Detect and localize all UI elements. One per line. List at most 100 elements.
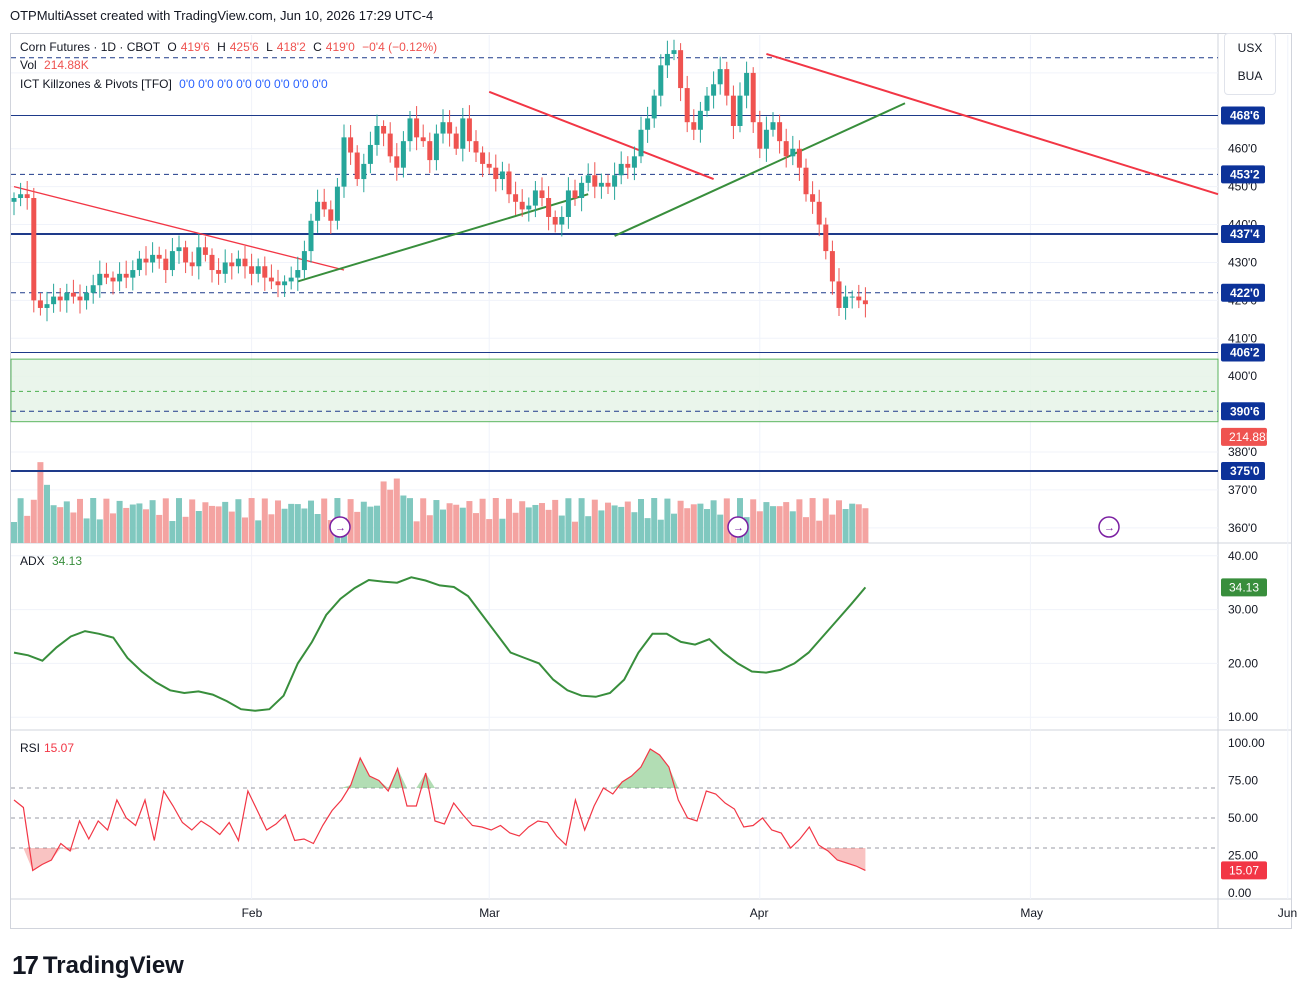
price-label: 406'2 (1230, 346, 1260, 360)
volume-bar (301, 508, 308, 543)
candle-body (262, 266, 268, 278)
legend-close-label: C (313, 40, 322, 54)
volume-bar (611, 505, 618, 543)
time-tick-label: Jun (1278, 906, 1297, 920)
event-marker-icon (329, 516, 351, 538)
legend-volume: Vol 214.88K (20, 58, 93, 72)
rsi-tick-label: 75.00 (1228, 774, 1258, 788)
candle-body (387, 133, 393, 157)
price-label-box (1221, 343, 1265, 362)
price-axis: 480'0460'0450'0440'0430'0420'0410'0400'0… (1221, 66, 1274, 535)
legend-indicator-name[interactable]: ICT Killzones & Pivots [TFO] (20, 77, 172, 91)
candle-body (532, 190, 538, 206)
candle-body (394, 156, 400, 168)
adx-tick-label: 30.00 (1228, 603, 1258, 617)
candle-body (658, 65, 664, 96)
currency-usx[interactable]: USX (1237, 41, 1263, 55)
candle-body (143, 258, 149, 263)
candle-body (737, 95, 743, 126)
volume-bar (697, 503, 704, 543)
event-marker-icon (727, 516, 749, 538)
price-label-box (1221, 225, 1265, 244)
candle-body (229, 262, 235, 267)
volume-bar (228, 511, 235, 543)
candle-body (414, 118, 420, 138)
candle-body (499, 171, 505, 180)
candle-body (268, 277, 274, 282)
candle-body (796, 148, 802, 168)
currency-menu[interactable]: USX BUA (1224, 33, 1276, 95)
candle-body (730, 95, 736, 126)
volume-bar (123, 507, 130, 543)
volume-bar (453, 504, 460, 543)
volume-bar (816, 520, 823, 543)
volume-bar (605, 502, 611, 543)
volume-bar (242, 517, 248, 543)
volume-bar (268, 514, 275, 543)
price-tick-label: 370'0 (1228, 483, 1257, 497)
rsi-tick-label: 50.00 (1228, 811, 1258, 825)
candle-body (97, 273, 103, 286)
price-label-box (1221, 283, 1265, 302)
volume-bar (638, 499, 644, 543)
volume-bar (255, 520, 262, 543)
tradingview-logo[interactable]: 17 TradingView (12, 950, 184, 981)
candle-body (11, 198, 17, 202)
candle-body (361, 163, 367, 180)
legend-indicator[interactable]: ICT Killzones & Pivots [TFO] 0'0 0'0 0'0… (20, 77, 332, 91)
volume-bar (222, 501, 229, 543)
candle-body (367, 144, 373, 164)
candle-body (823, 224, 829, 252)
chart-frame (10, 33, 1292, 929)
candle-body (420, 137, 426, 142)
candle-body (308, 220, 314, 252)
volume-bar (473, 513, 479, 543)
volume-label-box (1221, 427, 1267, 446)
rsi-label: RSI (20, 741, 40, 755)
candle-body (598, 182, 604, 187)
event-marker-arrow: → (1104, 522, 1115, 534)
volume-bar (235, 499, 242, 543)
legend-open-value: 419'6 (180, 40, 210, 54)
candle-body (348, 137, 354, 153)
volume-bar (750, 499, 757, 543)
volume-bar (545, 509, 552, 543)
time-tick-label: Mar (479, 906, 500, 920)
volume-bar (63, 501, 70, 543)
candle-body (189, 262, 195, 267)
candle-body (196, 247, 202, 267)
candle-body (249, 266, 255, 274)
trend-lines (13, 53, 1219, 283)
volume-bar (664, 498, 671, 543)
volume-bar (149, 500, 156, 543)
candle-body (810, 194, 816, 202)
volume-bar (248, 498, 255, 543)
candle-body (493, 167, 499, 180)
volume-bar (783, 502, 790, 543)
volume-bar (202, 502, 209, 543)
volume-bar (710, 500, 717, 543)
candle-body (222, 262, 228, 274)
candle-body (750, 72, 756, 123)
candle-body (216, 270, 222, 274)
candle-body (790, 148, 796, 157)
volume-bar (519, 501, 526, 543)
currency-bua[interactable]: BUA (1237, 69, 1263, 83)
adx-tick-label: 20.00 (1228, 656, 1258, 670)
volume-bar (433, 500, 440, 543)
volume-bar (195, 511, 202, 543)
tradingview-brand: TradingView (42, 951, 184, 979)
legend-close: C 419'0 (313, 40, 355, 54)
price-label: 375'0 (1230, 464, 1260, 478)
price-label: 437'4 (1230, 227, 1260, 241)
volume-bar (413, 521, 420, 543)
candle-body (288, 277, 294, 282)
volume-bar (651, 498, 658, 543)
volume-bar (552, 499, 559, 543)
volume-bar (11, 522, 17, 543)
volume-bar (598, 510, 605, 543)
candle-body (24, 194, 30, 199)
volume-bar (103, 498, 110, 543)
volume-bar (393, 478, 400, 543)
